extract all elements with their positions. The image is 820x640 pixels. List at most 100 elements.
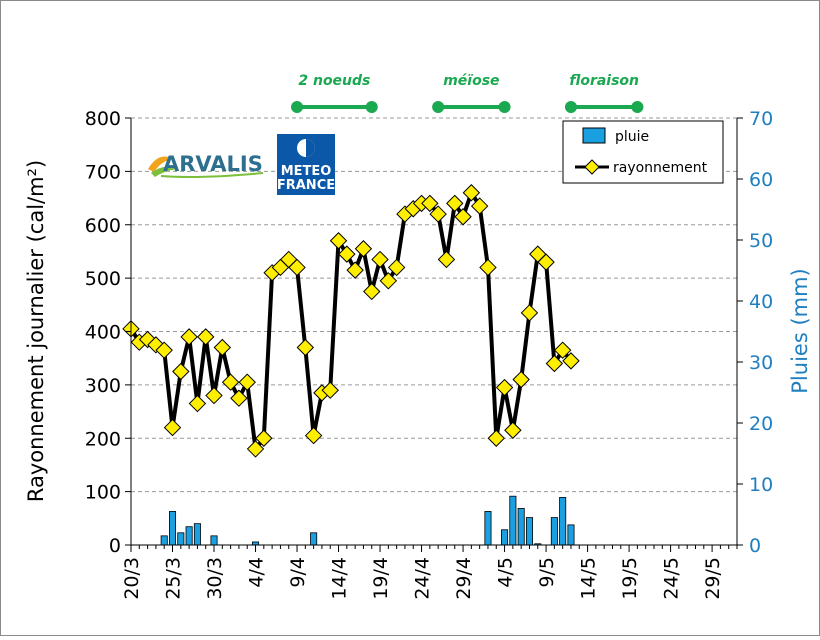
radiation-point bbox=[205, 386, 223, 405]
x-tick-label: 14/4 bbox=[329, 557, 351, 600]
meteo-france-logo: METEO FRANCE bbox=[277, 134, 335, 195]
stage-end-dot bbox=[498, 101, 511, 113]
rain-bars bbox=[160, 495, 575, 546]
radiation-point bbox=[429, 205, 447, 223]
radiation-point bbox=[363, 282, 381, 301]
radiation-point bbox=[379, 272, 398, 290]
radiation-point bbox=[421, 194, 439, 213]
stage-start-dot bbox=[432, 101, 445, 113]
y-tick-right: 30 bbox=[749, 352, 773, 374]
radiation-point bbox=[537, 253, 555, 271]
rain-bar bbox=[210, 535, 218, 546]
x-tick-label: 19/4 bbox=[370, 557, 392, 600]
radiation-point bbox=[288, 258, 306, 277]
rain-bar bbox=[517, 507, 525, 546]
legend-label-rayonnement: rayonnement bbox=[613, 160, 708, 176]
radiation-point bbox=[346, 261, 364, 279]
legend-marker-rayonnement bbox=[584, 159, 600, 175]
y-tick-right: 0 bbox=[749, 535, 761, 557]
y-axis-title-left: Rayonnement journalier (cal/m²) bbox=[24, 160, 48, 502]
rain-bar bbox=[310, 532, 318, 546]
x-tick-label: 9/5 bbox=[536, 557, 558, 588]
rain-bar bbox=[550, 517, 558, 546]
x-tick-label: 25/3 bbox=[163, 557, 185, 600]
y-tick-right: 20 bbox=[749, 413, 773, 435]
radiation-point bbox=[163, 418, 182, 437]
rain-bar bbox=[525, 517, 533, 546]
stage-start-dot bbox=[291, 101, 304, 113]
arvalis-logo: ARVALIS bbox=[148, 152, 264, 178]
legend-swatch-pluie bbox=[582, 127, 606, 144]
radiation-point bbox=[221, 373, 240, 391]
y-tick-right: 10 bbox=[749, 474, 773, 496]
radiation-point bbox=[446, 194, 464, 213]
svg-text:FRANCE: FRANCE bbox=[277, 178, 335, 193]
y-tick-right: 70 bbox=[749, 108, 773, 130]
y-tick-right: 40 bbox=[749, 291, 773, 313]
radiation-point bbox=[138, 330, 157, 349]
radiation-point bbox=[197, 328, 215, 346]
radiation-point bbox=[255, 429, 273, 447]
axes: 0 100 200 300 400 500 600 700 800 0 10 20 30 40 50 60 70… bbox=[85, 108, 773, 600]
y-tick-left: 200 bbox=[85, 428, 121, 450]
stage-label: floraison bbox=[569, 73, 639, 89]
radiation-point bbox=[172, 362, 190, 381]
y-tick-left: 800 bbox=[85, 108, 121, 130]
radiation-point bbox=[545, 354, 564, 373]
x-tick-label: 24/4 bbox=[412, 557, 434, 600]
rain-bar bbox=[559, 497, 567, 546]
y-tick-right: 60 bbox=[749, 169, 773, 191]
x-tick-label: 9/4 bbox=[287, 557, 309, 588]
radiation-point bbox=[246, 440, 265, 458]
radiation-point bbox=[188, 394, 207, 413]
y-tick-left: 600 bbox=[85, 215, 121, 237]
x-tick-label: 29/5 bbox=[702, 557, 724, 600]
radiation-point bbox=[304, 426, 323, 445]
radiation-line bbox=[129, 190, 573, 451]
y-tick-left: 700 bbox=[85, 161, 121, 183]
x-tick-label: 29/4 bbox=[453, 557, 475, 600]
x-tick-label: 24/5 bbox=[661, 557, 683, 600]
rain-bar bbox=[160, 535, 168, 546]
radiation-point bbox=[387, 258, 406, 277]
x-tick-label: 20/3 bbox=[121, 557, 143, 600]
x-tick-label: 30/3 bbox=[204, 557, 226, 600]
x-tick-label: 19/5 bbox=[619, 557, 641, 600]
radiation-point bbox=[338, 245, 356, 263]
rain-bar bbox=[509, 495, 517, 546]
stage-end-dot bbox=[365, 101, 378, 113]
y-tick-left: 100 bbox=[85, 482, 121, 504]
y-tick-left: 400 bbox=[85, 322, 121, 344]
stage-start-dot bbox=[564, 101, 577, 113]
rain-bar bbox=[177, 532, 185, 546]
radiation-point bbox=[504, 421, 522, 439]
radiation-point bbox=[213, 338, 232, 357]
radiation-point bbox=[437, 250, 456, 269]
rain-bar bbox=[168, 511, 177, 546]
rain-bar bbox=[484, 511, 492, 546]
legend-label-pluie: pluie bbox=[615, 129, 649, 145]
radiation-point bbox=[238, 373, 256, 391]
rain-bar bbox=[185, 526, 193, 546]
radiation-point bbox=[371, 250, 389, 269]
radiation-point bbox=[479, 258, 497, 277]
radiation-point bbox=[329, 232, 348, 250]
radiation-point bbox=[354, 240, 373, 258]
x-tick-label: 4/5 bbox=[495, 557, 517, 588]
stage-label: méïose bbox=[443, 73, 499, 89]
rain-bar bbox=[567, 524, 575, 546]
radiation-point bbox=[512, 370, 530, 389]
radiation-point bbox=[462, 184, 481, 202]
radiation-point bbox=[470, 197, 489, 215]
stage-end-dot bbox=[631, 101, 644, 113]
radiation-point bbox=[296, 338, 315, 357]
radiation-point bbox=[495, 378, 514, 397]
radiation-point bbox=[454, 208, 472, 226]
y-tick-left: 300 bbox=[85, 375, 121, 397]
radiation-point bbox=[520, 304, 539, 322]
rain-bar bbox=[501, 529, 509, 546]
radiation-point bbox=[155, 341, 173, 359]
y-axis-title-right: Pluies (mm) bbox=[788, 268, 812, 393]
x-tick-label: 14/5 bbox=[578, 557, 600, 600]
